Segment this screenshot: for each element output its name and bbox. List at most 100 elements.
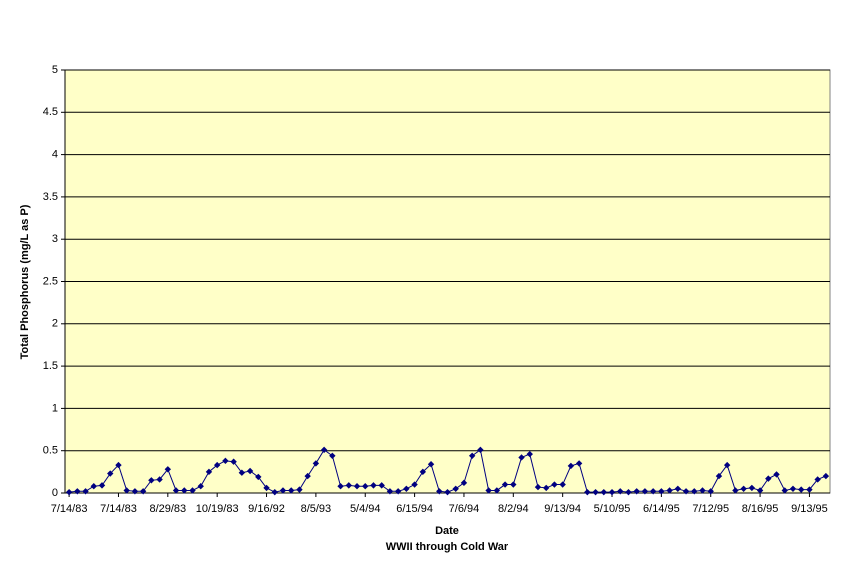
data-point	[378, 482, 385, 489]
data-point	[403, 485, 410, 492]
data-point	[156, 476, 163, 483]
data-point	[584, 488, 591, 496]
data-point	[765, 475, 772, 482]
x-tick-label: 7/14/83	[51, 503, 88, 515]
data-point	[304, 472, 311, 480]
data-point	[699, 487, 706, 494]
data-point	[732, 487, 739, 494]
y-tick-label: 1.5	[43, 360, 58, 372]
data-point	[789, 485, 797, 492]
data-point	[296, 486, 303, 493]
x-tick-label: 5/4/94	[350, 503, 381, 515]
x-tick-label: 7/14/83	[100, 503, 137, 515]
subtitle: WWII through Cold War	[386, 541, 509, 553]
data-point	[82, 488, 89, 495]
x-tick-label: 7/12/95	[692, 503, 729, 515]
data-point	[822, 472, 830, 480]
data-point	[658, 488, 665, 495]
data-point	[682, 488, 690, 495]
data-point	[608, 488, 616, 496]
x-tick-label: 9/16/92	[248, 503, 285, 515]
data-point	[246, 467, 254, 475]
x-tick-label: 10/19/83	[196, 503, 239, 515]
data-point	[181, 487, 188, 494]
data-point	[773, 471, 780, 478]
data-point	[345, 482, 352, 489]
data-point	[164, 466, 172, 473]
data-point	[633, 488, 640, 495]
data-point	[213, 461, 221, 469]
data-point	[641, 488, 649, 495]
x-tick-label: 9/13/94	[544, 503, 581, 515]
data-point	[477, 446, 484, 454]
data-point	[172, 487, 180, 494]
data-point	[567, 462, 575, 470]
data-point	[279, 487, 287, 494]
data-point	[674, 485, 682, 492]
data-point	[543, 484, 550, 492]
data-point	[90, 483, 97, 490]
data-point	[353, 483, 361, 490]
data-point	[592, 488, 599, 496]
data-point	[131, 488, 139, 495]
data-point	[715, 472, 723, 480]
data-point	[436, 488, 443, 495]
data-point	[444, 488, 451, 496]
data-point	[493, 487, 501, 494]
data-point	[386, 488, 394, 495]
y-tick-label: 4	[52, 149, 58, 161]
data-point	[411, 481, 418, 488]
y-axis-title: Total Phosphorus (mg/L as P)	[19, 204, 31, 359]
data-point	[370, 482, 377, 489]
y-tick-label: 0	[52, 487, 58, 499]
data-point	[740, 485, 747, 492]
data-point	[189, 487, 196, 494]
data-point	[510, 481, 517, 488]
y-tick-label: 4.5	[43, 106, 58, 118]
data-point	[666, 487, 673, 494]
data-point	[312, 460, 320, 467]
data-point	[625, 488, 632, 496]
data-point	[123, 487, 130, 494]
data-point	[781, 487, 788, 494]
x-tick-label: 8/2/94	[498, 503, 529, 515]
x-tick-label: 6/15/94	[396, 503, 433, 515]
y-tick-label: 1	[52, 402, 58, 414]
data-point	[205, 468, 213, 476]
data-point	[329, 452, 336, 459]
y-tick-label: 3.5	[43, 191, 58, 203]
data-point	[748, 484, 756, 492]
data-point	[394, 488, 402, 495]
y-tick-label: 3	[52, 233, 58, 245]
data-point	[691, 488, 698, 495]
data-point	[460, 479, 468, 487]
x-tick-label: 9/13/95	[791, 503, 828, 515]
data-point	[485, 487, 492, 494]
data-point	[756, 487, 764, 494]
data-point	[427, 461, 435, 468]
data-point	[65, 488, 73, 496]
data-point	[288, 487, 295, 494]
data-point	[271, 488, 278, 496]
data-point	[320, 446, 328, 454]
data-point	[723, 461, 731, 469]
data-point	[74, 488, 81, 495]
x-tick-label: 7/6/94	[449, 503, 480, 515]
data-point	[238, 469, 246, 476]
data-point	[107, 470, 114, 477]
data-point	[551, 481, 558, 488]
data-point	[518, 454, 525, 461]
x-tick-label: 8/29/83	[149, 503, 186, 515]
data-point	[617, 488, 624, 495]
data-point	[526, 450, 533, 458]
y-tick-label: 2.5	[43, 275, 58, 287]
y-tick-label: 5	[52, 64, 58, 76]
data-point	[575, 460, 583, 467]
data-point	[255, 473, 262, 481]
x-tick-label: 5/10/95	[594, 503, 631, 515]
data-point	[362, 483, 369, 490]
data-point	[600, 488, 607, 496]
data-point	[263, 484, 270, 492]
